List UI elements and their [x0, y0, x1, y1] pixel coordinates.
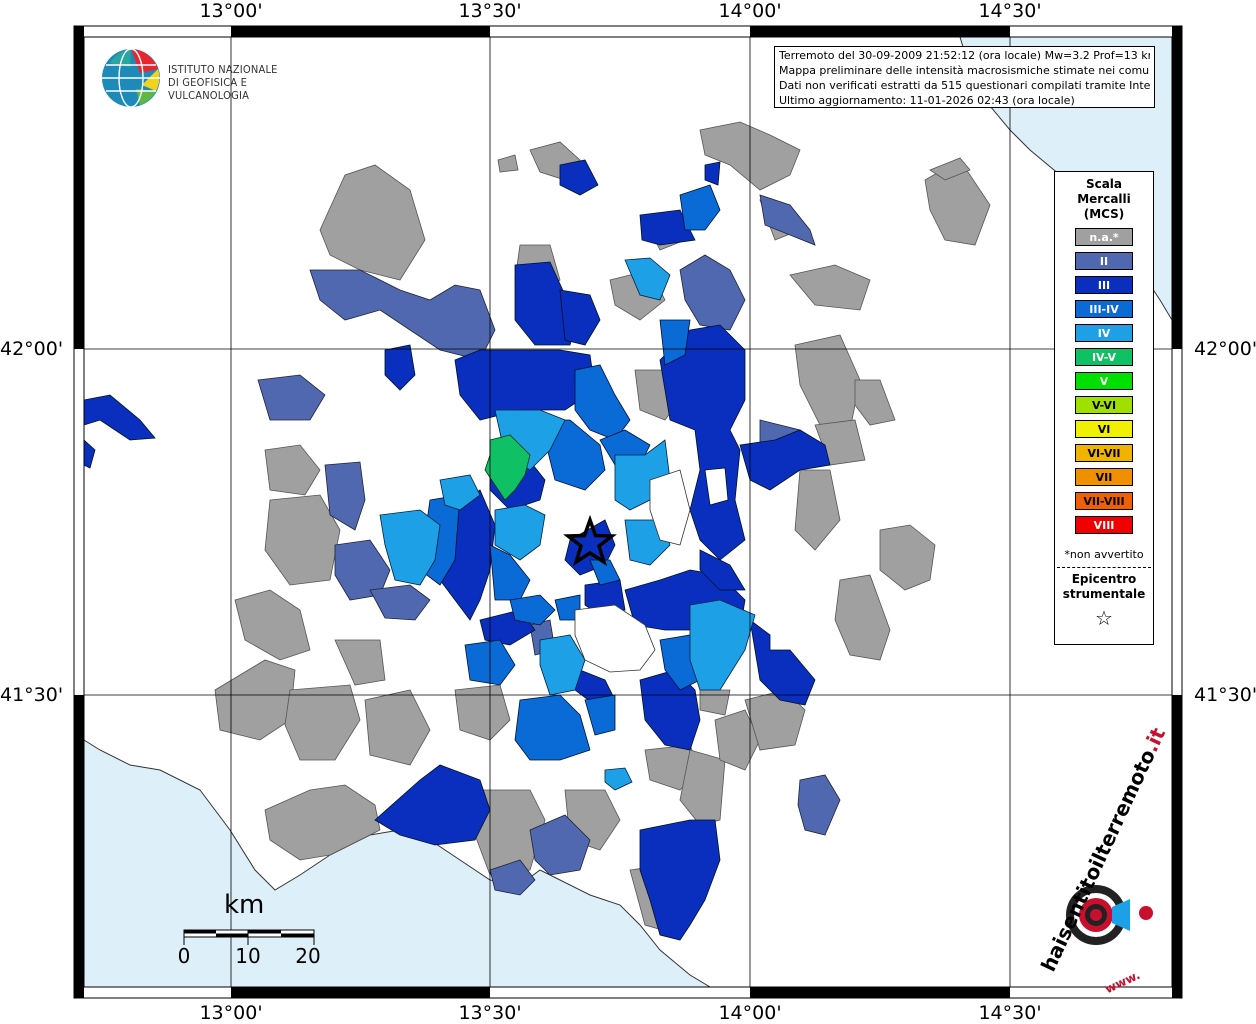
- scale-label-10: 10: [235, 944, 261, 968]
- legend-title-line2: Mercalli: [1077, 192, 1131, 206]
- scale-label-20: 20: [295, 944, 321, 968]
- legend-epicenter-line2: strumentale: [1062, 587, 1146, 601]
- lon-label-bottom-3: 14°00': [718, 1002, 782, 1024]
- scale-unit: km: [224, 890, 265, 920]
- legend-item-iv: IV: [1075, 324, 1133, 342]
- event-info-box: Terremoto del 30-09-2009 21:52:12 (ora l…: [774, 46, 1155, 108]
- legend-note: *non avvertito: [1064, 548, 1144, 561]
- info-line-2: Mappa preliminare delle intensità macros…: [779, 64, 1150, 77]
- legend-item-iii: III: [1075, 276, 1133, 294]
- lon-label-top-1: 13°00': [199, 0, 263, 22]
- lon-label-top-3: 14°00': [718, 0, 782, 22]
- legend-title-line3: (MCS): [1083, 207, 1125, 221]
- lat-label-right-2: 41°30': [1194, 684, 1256, 706]
- lat-label-right-1: 42°00': [1194, 338, 1256, 360]
- epicenter-star-icon: [563, 514, 617, 567]
- legend-item-iv-v: IV-V: [1075, 348, 1133, 366]
- legend-item-vii-viii: VII-VIII: [1075, 492, 1133, 510]
- legend-star-icon: ☆: [1095, 606, 1113, 630]
- lon-label-top-2: 13°30': [458, 0, 522, 22]
- legend-item-ii: II: [1075, 252, 1133, 270]
- info-line-3: Dati non verificati estratti da 515 ques…: [779, 79, 1150, 92]
- lon-label-bottom-4: 14°30': [978, 1002, 1042, 1024]
- legend-title: Scala Mercalli (MCS): [1055, 177, 1153, 222]
- sea-tyrrhenian: [83, 739, 712, 988]
- info-line-4: Ultimo aggiornamento: 11-01-2026 02:43 (…: [779, 94, 1075, 107]
- areas-intensity-IV-V: [484, 434, 531, 501]
- legend-item-viii: VIII: [1075, 516, 1133, 534]
- areas-intensity-IV: [379, 257, 756, 791]
- legend-epicenter-line1: Epicentro: [1071, 572, 1137, 586]
- ingv-logo: ISTITUTO NAZIONALE DI GEOFISICA E VULCAN…: [100, 47, 320, 111]
- legend-epicenter-label: Epicentro strumentale: [1055, 572, 1153, 602]
- lat-label-left-1: 42°00': [0, 338, 64, 360]
- areas-intensity-III-IV: [419, 184, 721, 761]
- legend-title-line1: Scala: [1085, 177, 1123, 191]
- legend-item-na: n.a.*: [1075, 228, 1133, 246]
- legend-separator: [1057, 567, 1151, 568]
- legend-item-iii-iv: III-IV: [1075, 300, 1133, 318]
- scale-bar-graphic: [183, 929, 315, 945]
- lon-label-bottom-2: 13°30': [458, 1002, 522, 1024]
- ingv-globe-icon: [102, 48, 160, 108]
- lon-label-top-4: 14°30': [978, 0, 1042, 22]
- areas-no-data: [574, 469, 691, 673]
- lon-label-bottom-1: 13°00': [199, 1002, 263, 1024]
- legend-item-vi: VI: [1075, 420, 1133, 438]
- areas-intensity-II: [257, 194, 841, 896]
- scale-label-0: 0: [177, 944, 191, 968]
- info-line-1: Terremoto del 30-09-2009 21:52:12 (ora l…: [779, 49, 1150, 62]
- speaker-target-icon: [1066, 885, 1153, 945]
- lat-label-left-2: 41°30': [0, 684, 64, 706]
- graticule: [84, 37, 1172, 987]
- legend-item-v-vi: V-VI: [1075, 396, 1133, 414]
- logo-line1: ISTITUTO NAZIONALE: [168, 63, 278, 76]
- legend-item-v: V: [1075, 372, 1133, 390]
- logo-line2: DI GEOFISICA E VULCANOLOGIA: [168, 76, 250, 102]
- scale-bar: km 0 10 20: [177, 890, 330, 970]
- haisentito-logo: haisentitoilterremoto.it www.: [1034, 724, 1174, 996]
- legend-item-vi-vii: VI-VII: [1075, 444, 1133, 462]
- legend-item-vii: VII: [1075, 468, 1133, 486]
- mcs-legend: Scala Mercalli (MCS) n.a.* II III III-IV…: [1054, 171, 1154, 645]
- frame-ticks: [74, 26, 1182, 998]
